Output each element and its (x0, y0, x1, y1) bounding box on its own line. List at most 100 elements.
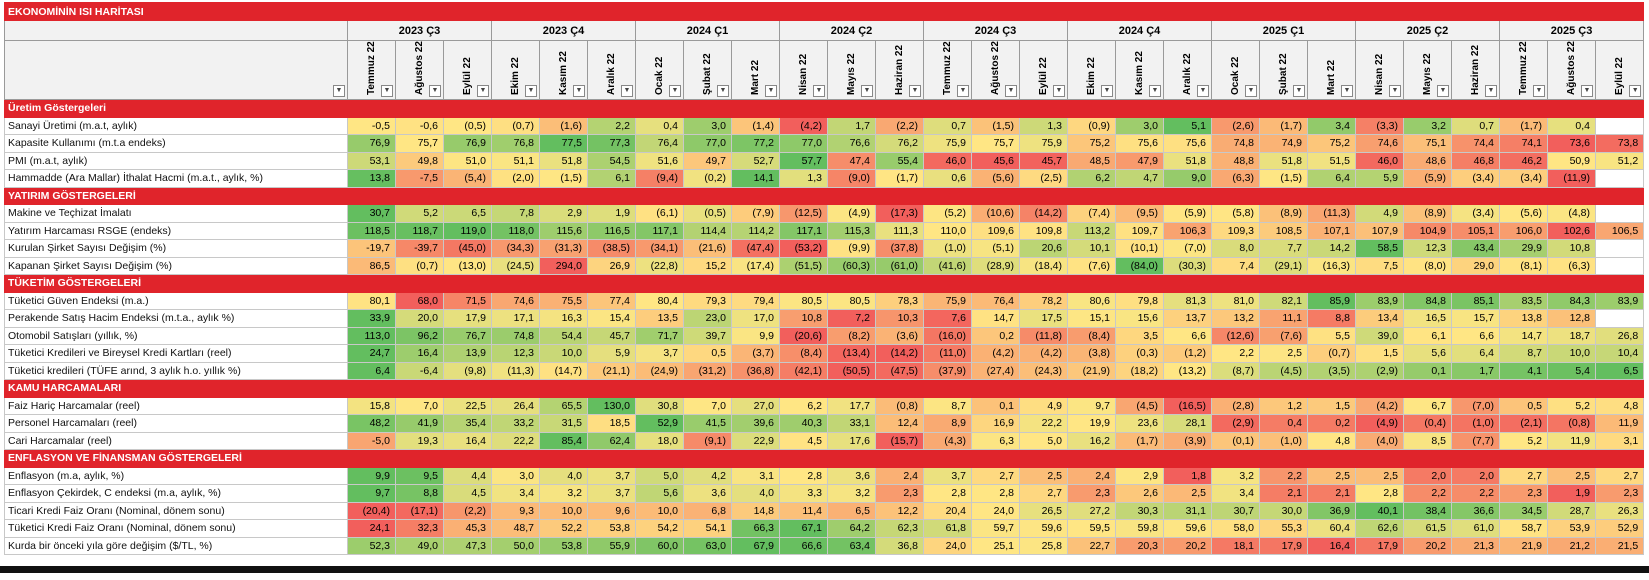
cell: 19,9 (1067, 414, 1116, 433)
cell: 4,8 (1307, 431, 1356, 450)
cell: 2,9 (1115, 466, 1164, 485)
cell: (7,4) (1067, 204, 1116, 223)
cell: 8,0 (1211, 239, 1260, 258)
cell: 18,1 (1211, 536, 1260, 555)
cell: 18,5 (587, 414, 636, 433)
cell: (47,4) (731, 239, 780, 258)
cell: 28,1 (1163, 414, 1212, 433)
month-header: Eylül 22 ▼ (1594, 40, 1645, 100)
cell: (4,3) (923, 431, 972, 450)
row-label: Otomobil Satışları (yıllık, %) (4, 326, 348, 345)
cell: (1,5) (971, 116, 1020, 135)
cell: 36,8 (875, 536, 924, 555)
row-label: Tüketici Güven Endeksi (m.a.) (4, 291, 348, 310)
cell: 3,7 (923, 466, 972, 485)
cell: 2,3 (1067, 484, 1116, 503)
cell: 5,9 (1355, 169, 1404, 188)
cell: 3,2 (539, 484, 588, 503)
cell: 38,4 (1403, 501, 1452, 520)
data-row: PMI (m.a.t, aylık) 53,1 49,8 51,0 51,1 51,8 54… (4, 151, 1645, 170)
data-row: Hammadde (Ara Mallar) İthalat Hacmi (m.a… (4, 169, 1645, 188)
month-header: Ekim 22 ▼ (1067, 40, 1116, 100)
cell: (2,2) (875, 116, 924, 135)
cell: (0,2) (683, 169, 732, 188)
empty-cell (1594, 239, 1645, 258)
cell: 26,8 (1594, 326, 1645, 345)
cell: 115,6 (539, 221, 588, 240)
cell: 2,8 (971, 484, 1020, 503)
cell: 0,5 (683, 344, 732, 363)
cell: (29,1) (1259, 256, 1308, 275)
cell: (8,4) (779, 344, 828, 363)
cell: 33,1 (827, 414, 876, 433)
cell: 30,0 (1259, 501, 1308, 520)
cell: 7,0 (683, 396, 732, 415)
cell: 106,3 (1163, 221, 1212, 240)
cell: (11,3) (1307, 204, 1356, 223)
month-label: Kasım 22 (1134, 51, 1145, 95)
cell: 106,5 (1594, 221, 1645, 240)
cell: 1,2 (1259, 396, 1308, 415)
filter-button: ▼ (1053, 85, 1065, 97)
month-header: Temmuz 22 ▼ (347, 40, 396, 100)
cell: 54,2 (635, 519, 684, 538)
cell: (16,0) (923, 326, 972, 345)
filter-button: ▼ (669, 85, 681, 97)
data-row: Kapasite Kullanımı (m.t.a endeks) 76,9 75,… (4, 134, 1645, 153)
cell: 17,9 (1355, 536, 1404, 555)
cell: 2,5 (1307, 466, 1356, 485)
cell: 39,7 (683, 326, 732, 345)
filter-button: ▼ (573, 85, 585, 97)
cell: 15,4 (587, 309, 636, 328)
cell: (84,0) (1115, 256, 1164, 275)
title: EKONOMİNİN ISI HARİTASI (3, 2, 1645, 21)
cell: (5,2) (923, 204, 972, 223)
cell: 96,2 (395, 326, 444, 345)
cell: 81,0 (1211, 291, 1260, 310)
cell: 9,0 (1163, 169, 1212, 188)
cell: 75,5 (539, 291, 588, 310)
cell: 11,9 (1547, 431, 1596, 450)
data-row: Kurda bir önceki yıla göre değişim ($/TL… (4, 536, 1645, 555)
month-header: Haziran 22 ▼ (875, 40, 924, 100)
cell: (0,5) (443, 116, 492, 135)
cell: 4,2 (683, 466, 732, 485)
section-row: ENFLASYON VE FİNANSMAN GÖSTERGELERİ (3, 449, 1645, 468)
cell: 20,2 (1163, 536, 1212, 555)
row-label: Hammadde (Ara Mallar) İthalat Hacmi (m.a… (4, 169, 348, 188)
cell: 8,7 (923, 396, 972, 415)
cell: 48,5 (1067, 151, 1116, 170)
filter-button: ▼ (477, 85, 489, 97)
month-label: Ekim 22 (510, 57, 521, 95)
cell: 3,6 (683, 484, 732, 503)
cell: (1,5) (539, 169, 588, 188)
cell: (50,5) (827, 361, 876, 380)
cell: (0,7) (491, 116, 540, 135)
quarter-label: 2025 Ç3 (1498, 20, 1645, 41)
cell: 1,7 (1451, 361, 1500, 380)
cell: (14,2) (1019, 204, 1068, 223)
cell: (8,7) (1211, 361, 1260, 380)
cell: 114,4 (683, 221, 732, 240)
cell: 52,9 (635, 414, 684, 433)
month-label: Ekim 22 (1086, 57, 1097, 95)
cell: 59,7 (971, 519, 1020, 538)
month-header: Ağustos 22 ▼ (395, 40, 444, 100)
cell: (20,4) (347, 501, 396, 520)
cell: 3,2 (1403, 116, 1452, 135)
cell: 4,9 (1019, 396, 1068, 415)
cell: 53,8 (539, 536, 588, 555)
cell: (10,6) (971, 204, 1020, 223)
month-label: Ocak 22 (654, 56, 665, 95)
cell: 14,7 (971, 309, 1020, 328)
cell: (36,8) (731, 361, 780, 380)
row-label: Faiz Hariç Harcamalar (reel) (4, 396, 348, 415)
cell: 51,2 (1594, 151, 1645, 170)
cell: 74,8 (1211, 134, 1260, 153)
cell: 78,2 (1019, 291, 1068, 310)
filter-button: ▼ (1389, 85, 1401, 97)
cell: 54,1 (683, 519, 732, 538)
cell: (3,6) (875, 326, 924, 345)
cell: (34,3) (491, 239, 540, 258)
cell: 1,3 (1019, 116, 1068, 135)
